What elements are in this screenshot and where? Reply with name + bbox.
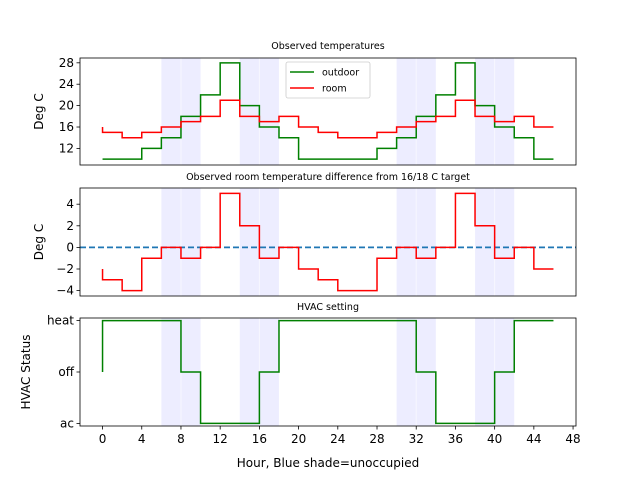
y-axis-label: HVAC Status [19, 335, 33, 410]
y-tick-label: 16 [59, 120, 74, 134]
panel-difference: Observed room temperature difference fro… [32, 172, 577, 298]
x-tick-label: 24 [330, 432, 345, 446]
x-tick-label: 0 [99, 432, 107, 446]
y-tick-label: 24 [59, 77, 74, 91]
series-line-hvac [101, 319, 554, 425]
legend-label-room: room [322, 84, 347, 95]
legend-label-outdoor: outdoor [322, 68, 359, 79]
y-tick-label: ac [60, 416, 74, 430]
y-tick-label: off [58, 365, 74, 379]
panel-title: Observed room temperature difference fro… [186, 172, 470, 183]
y-tick-label: −4 [56, 284, 74, 298]
panel-title: HVAC setting [297, 302, 359, 313]
x-tick-label: 4 [138, 432, 146, 446]
legend-box [285, 61, 371, 99]
y-tick-label: heat [47, 314, 74, 328]
x-tick-label: 32 [409, 432, 424, 446]
y-axis-label: Deg C [32, 93, 46, 129]
y-tick-label: 0 [66, 240, 74, 254]
y-tick-label: 2 [66, 219, 74, 233]
x-tick-label: 28 [369, 432, 384, 446]
x-tick-label: 20 [291, 432, 306, 446]
plot-frame [79, 57, 577, 166]
y-tick-label: 12 [59, 141, 74, 155]
y-tick-label: −2 [56, 262, 74, 276]
x-tick-label: 48 [565, 432, 580, 446]
panel-title: Observed temperatures [271, 41, 384, 52]
series-line-room [101, 99, 554, 139]
series-line-difference [101, 192, 554, 292]
x-tick-label: 40 [487, 432, 502, 446]
series-line-outdoor [102, 62, 554, 160]
x-tick-label: 36 [448, 432, 463, 446]
panel-temperatures: Observed temperatures 12 16 20 24 28 Deg C o… [32, 41, 577, 166]
x-axis-label: Hour, Blue shade=unoccupied [237, 456, 419, 470]
y-tick-label: 4 [66, 197, 74, 211]
plot-frame [79, 187, 577, 297]
x-tick-label: 12 [213, 432, 228, 446]
y-tick-label: 28 [59, 56, 74, 70]
x-tick-label: 16 [252, 432, 267, 446]
y-axis-label: Deg C [32, 224, 46, 260]
x-tick-label: 8 [177, 432, 185, 446]
x-tick-label: 44 [526, 432, 541, 446]
legend: outdoor room [285, 61, 371, 99]
y-tick-label: 20 [59, 99, 74, 113]
